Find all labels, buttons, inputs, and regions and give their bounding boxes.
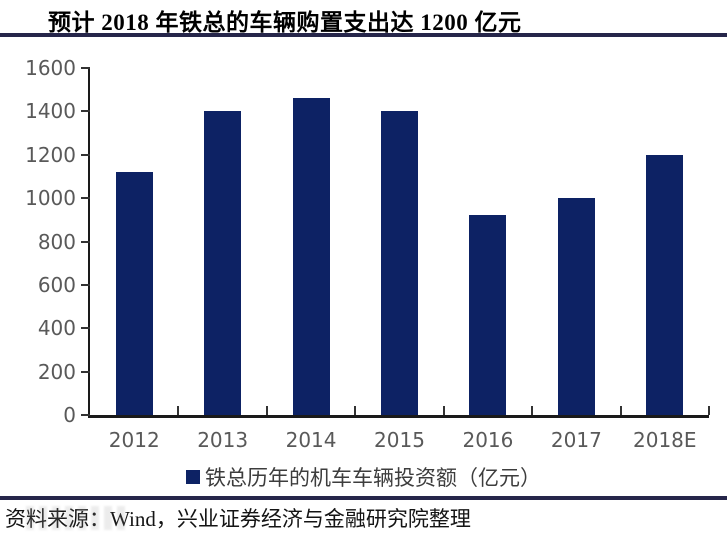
bar-2013 xyxy=(204,111,242,415)
y-axis-tick-600 xyxy=(81,283,90,286)
x-axis-tick-1 xyxy=(177,406,180,415)
x-axis-tick-4 xyxy=(442,406,445,415)
y-axis-tick-200 xyxy=(81,370,90,373)
footer-divider xyxy=(0,496,727,500)
y-axis-tick-800 xyxy=(81,240,90,243)
chart-title: 预计 2018 年铁总的车辆购置支出达 1200 亿元 xyxy=(48,10,522,35)
x-axis-tick-6 xyxy=(619,406,622,415)
y-axis-label-1600: 1600 xyxy=(25,56,76,80)
y-axis-label-1000: 1000 xyxy=(25,186,76,211)
bar-2012 xyxy=(115,172,153,415)
y-axis-tick-0 xyxy=(81,414,90,416)
y-axis-label-1400: 1400 xyxy=(25,99,76,124)
legend-swatch xyxy=(186,470,200,484)
bar-2018E xyxy=(646,154,684,415)
x-axis-tick-5 xyxy=(531,406,534,415)
x-axis-label-2016: 2016 xyxy=(462,428,514,452)
bar-chart-plot-area: 0 200 400 600 800 1000 1200 1400 1600 2012 2013 201… xyxy=(25,56,710,452)
bar-2014 xyxy=(292,98,330,415)
y-axis-label-200: 200 xyxy=(37,359,76,384)
source-note: 资料来源：Wind，兴业证券经济与金融研究院整理 xyxy=(5,507,471,531)
y-axis-tick-1400 xyxy=(81,110,90,113)
x-axis-label-2018E: 2018E xyxy=(633,428,697,452)
y-axis-tick-1000 xyxy=(81,197,90,200)
x-axis-label-2012: 2012 xyxy=(108,428,160,452)
bar-2017 xyxy=(557,198,595,415)
title-divider xyxy=(0,33,727,37)
x-axis-tick-2 xyxy=(265,406,268,415)
x-axis-label-2014: 2014 xyxy=(285,428,337,452)
y-axis-label-1200: 1200 xyxy=(25,142,76,167)
chart-legend: 铁总历年的机车车辆投资额（亿元） xyxy=(0,463,727,491)
y-axis-label-600: 600 xyxy=(37,272,76,297)
y-axis-label-400: 400 xyxy=(37,316,76,341)
x-axis-tick-3 xyxy=(354,406,357,415)
y-axis-label-800: 800 xyxy=(37,229,76,254)
x-axis-label-2017: 2017 xyxy=(550,428,602,452)
x-axis-label-2013: 2013 xyxy=(197,428,249,452)
y-axis-tick-1600 xyxy=(81,67,90,69)
x-axis-label-2015: 2015 xyxy=(374,428,425,452)
bar-2016 xyxy=(469,215,507,415)
y-axis-label-0: 0 xyxy=(63,403,76,427)
y-axis-tick-400 xyxy=(81,327,90,330)
bar-2015 xyxy=(381,111,418,415)
x-axis-tick-7 xyxy=(708,406,710,415)
legend-label: 铁总历年的机车车辆投资额（亿元） xyxy=(205,466,541,490)
y-axis-tick-1200 xyxy=(81,153,90,156)
